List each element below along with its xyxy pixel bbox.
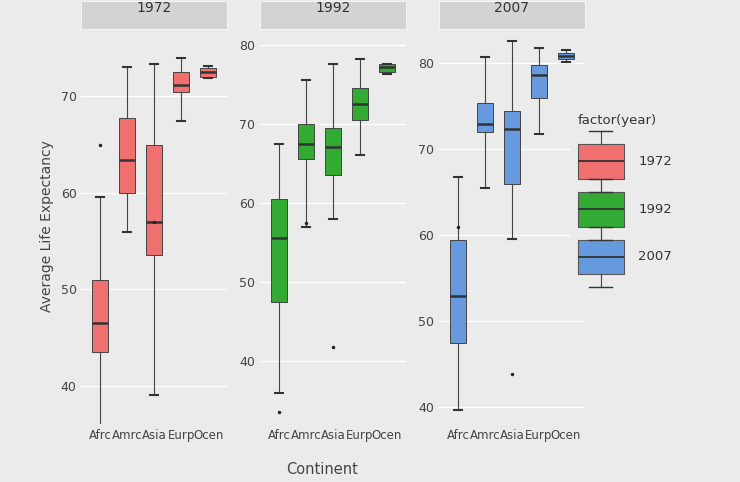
- FancyBboxPatch shape: [578, 240, 624, 274]
- PathPatch shape: [146, 145, 162, 255]
- PathPatch shape: [119, 118, 135, 193]
- Text: Continent: Continent: [286, 462, 358, 477]
- PathPatch shape: [173, 72, 189, 92]
- Text: 2007: 2007: [494, 1, 529, 15]
- PathPatch shape: [477, 103, 493, 132]
- FancyBboxPatch shape: [439, 1, 585, 29]
- FancyBboxPatch shape: [578, 192, 624, 227]
- Text: 1972: 1972: [137, 1, 172, 15]
- FancyBboxPatch shape: [81, 1, 227, 29]
- Text: 1992: 1992: [315, 1, 351, 15]
- FancyBboxPatch shape: [260, 1, 406, 29]
- PathPatch shape: [379, 64, 395, 72]
- Text: 1992: 1992: [315, 1, 351, 15]
- PathPatch shape: [450, 241, 466, 343]
- Text: factor(year): factor(year): [578, 114, 657, 127]
- Text: 1992: 1992: [638, 203, 672, 215]
- Text: 2007: 2007: [494, 1, 529, 15]
- Text: 1972: 1972: [638, 155, 672, 168]
- PathPatch shape: [200, 68, 216, 77]
- Y-axis label: Average Life Expectancy: Average Life Expectancy: [40, 141, 53, 312]
- PathPatch shape: [558, 53, 574, 59]
- PathPatch shape: [298, 124, 314, 160]
- PathPatch shape: [92, 280, 108, 352]
- Text: 1972: 1972: [137, 1, 172, 15]
- PathPatch shape: [531, 65, 547, 98]
- Text: 2007: 2007: [638, 251, 672, 263]
- PathPatch shape: [352, 88, 368, 120]
- PathPatch shape: [271, 199, 287, 302]
- FancyBboxPatch shape: [578, 144, 624, 179]
- PathPatch shape: [504, 110, 520, 184]
- PathPatch shape: [325, 128, 341, 175]
